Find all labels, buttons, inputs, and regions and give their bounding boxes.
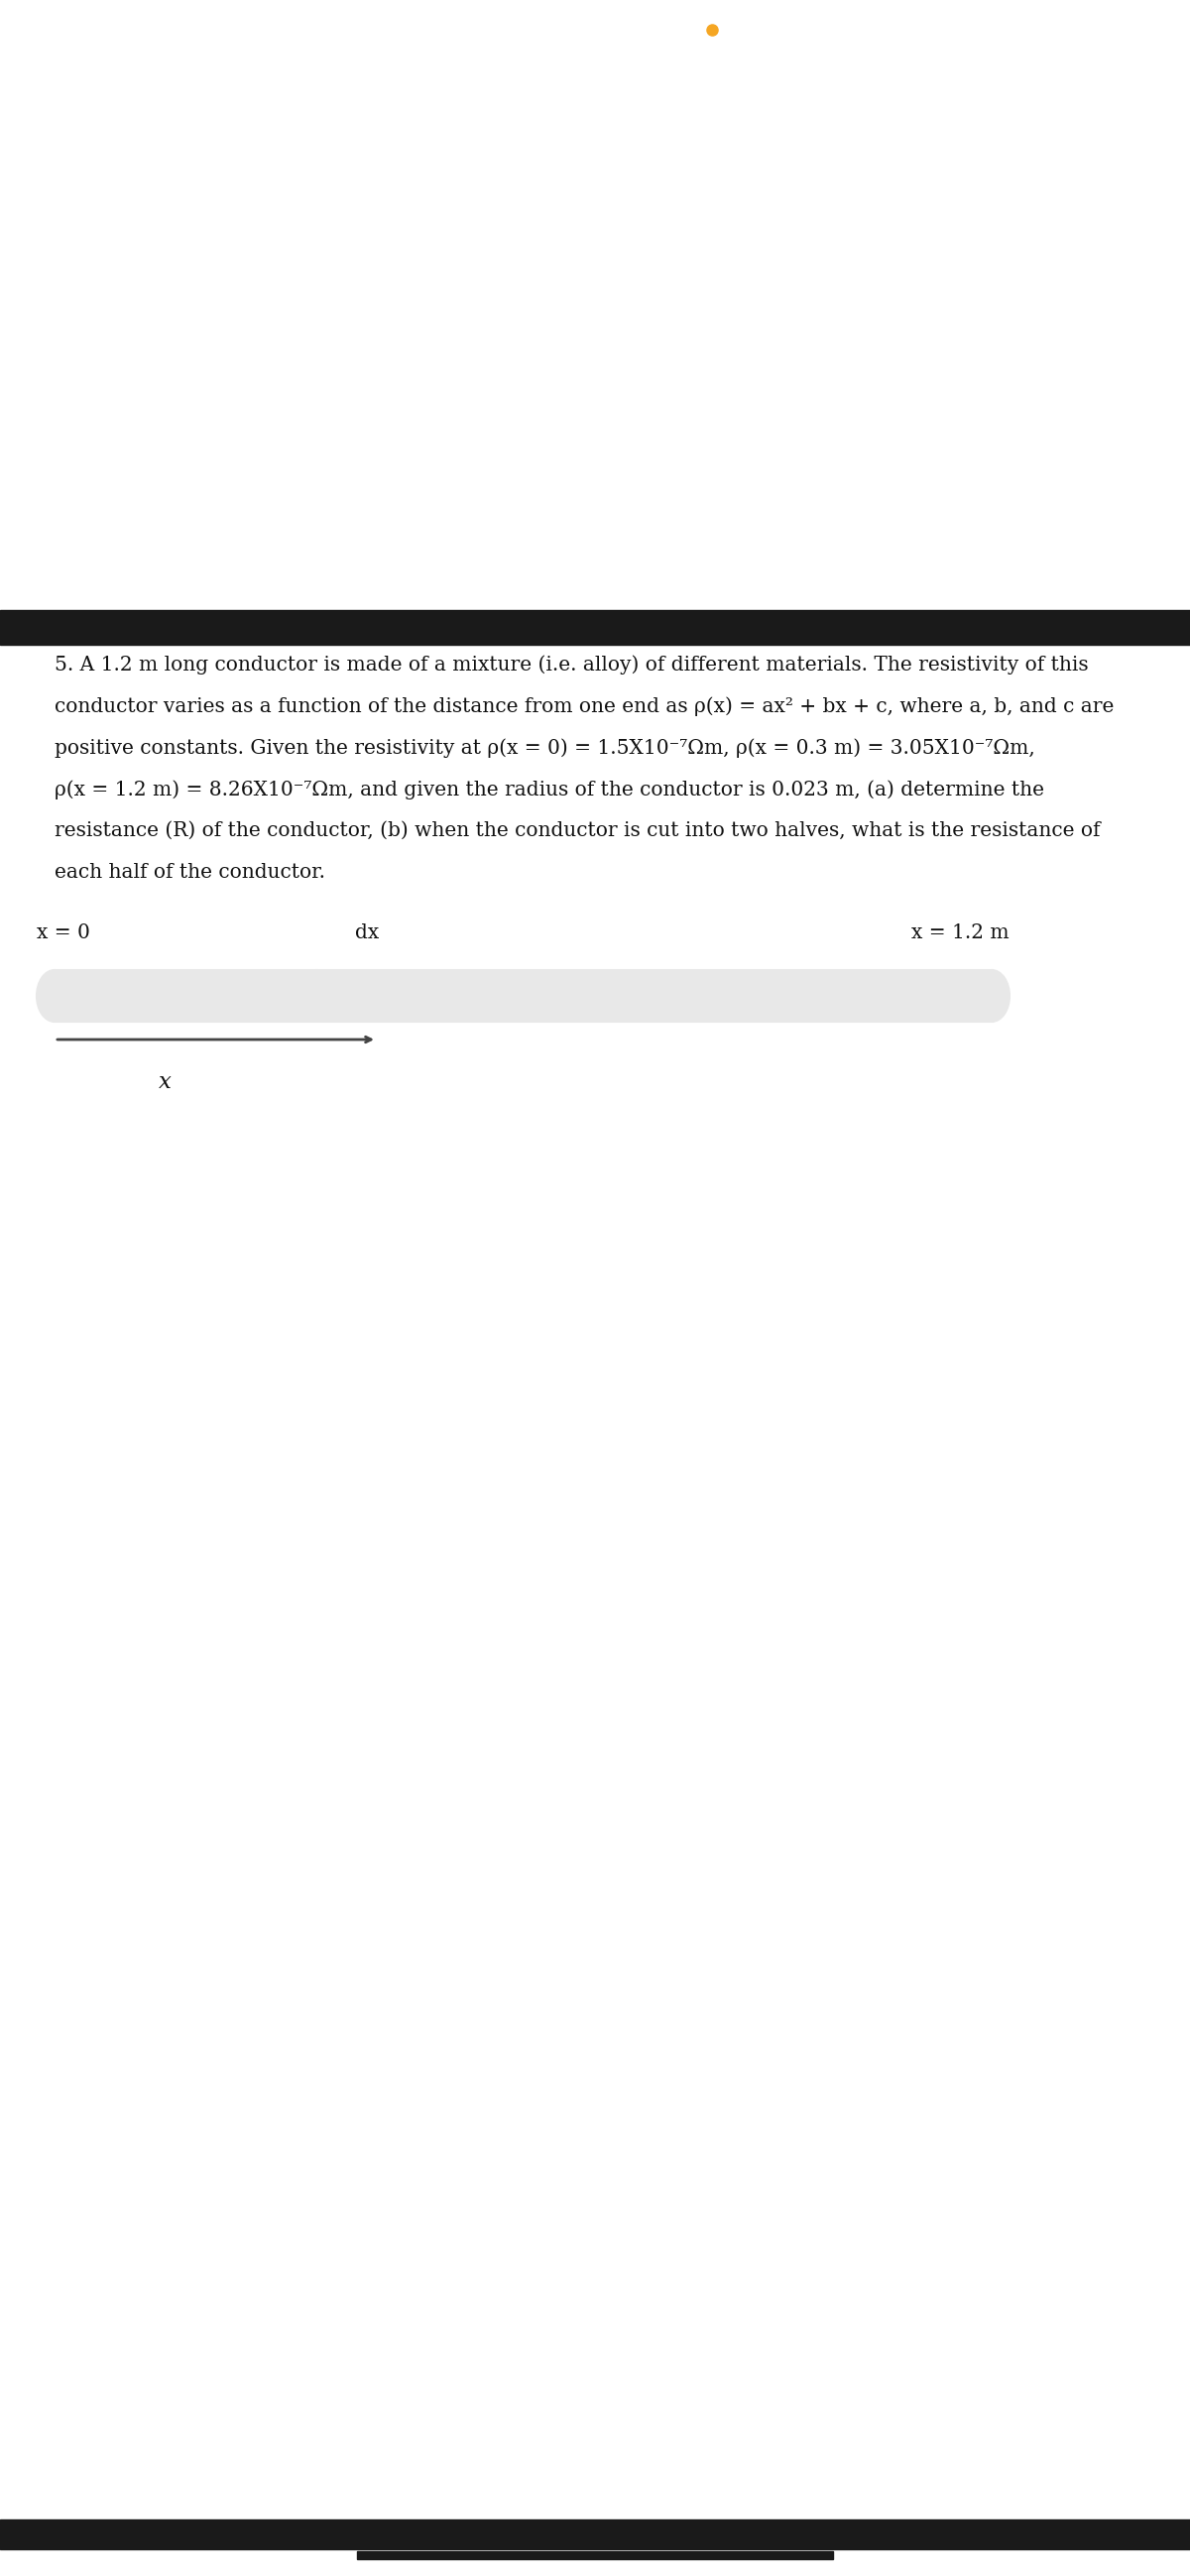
Ellipse shape [973,971,1009,1023]
Text: conductor varies as a function of the distance from one end as ρ(x) = ax² + bx +: conductor varies as a function of the di… [55,696,1114,716]
Text: positive constants. Given the resistivity at ρ(x = 0) = 1.5X10⁻⁷Ωm, ρ(x = 0.3 m): positive constants. Given the resistivit… [55,737,1035,757]
Text: x: x [158,1072,171,1092]
Bar [55,971,991,1023]
Ellipse shape [37,971,73,1023]
Ellipse shape [299,971,334,1023]
Text: x = 0: x = 0 [37,922,90,943]
Text: x = 1.2 m: x = 1.2 m [912,922,1009,943]
Text: dx: dx [355,922,378,943]
Bar [357,2550,833,2558]
Bar [0,2519,1190,2550]
Text: ρ(x = 1.2 m) = 8.26X10⁻⁷Ωm, and given the radius of the conductor is 0.023 m, (a: ρ(x = 1.2 m) = 8.26X10⁻⁷Ωm, and given th… [55,781,1045,799]
Text: resistance (R) of the conductor, (b) when the conductor is cut into two halves, : resistance (R) of the conductor, (b) whe… [55,822,1101,840]
Bar [0,611,1190,644]
Text: 5. A 1.2 m long conductor is made of a mixture (i.e. alloy) of different materia: 5. A 1.2 m long conductor is made of a m… [55,654,1089,675]
Text: each half of the conductor.: each half of the conductor. [55,863,325,881]
